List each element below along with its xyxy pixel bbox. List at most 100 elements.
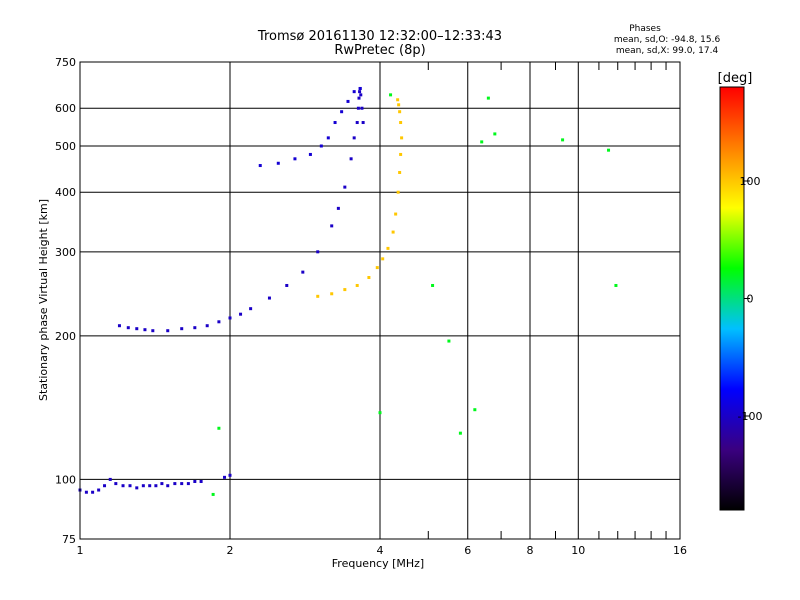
data-point	[239, 312, 243, 316]
y-tick-label: 400	[55, 186, 76, 199]
data-point	[228, 473, 232, 477]
data-point	[352, 136, 356, 140]
y-tick-label: 200	[55, 330, 76, 343]
data-point	[431, 283, 435, 287]
colorbar-label: [deg]	[718, 71, 753, 86]
y-tick-label: 300	[55, 246, 76, 259]
data-point	[367, 276, 371, 280]
colorbar-tick-label: -100	[738, 410, 763, 423]
data-point	[205, 324, 209, 328]
data-point	[400, 136, 404, 140]
data-point	[228, 316, 232, 320]
data-point	[316, 250, 320, 254]
data-point	[349, 157, 353, 161]
data-point	[199, 479, 203, 483]
data-point	[249, 307, 253, 311]
data-point	[154, 484, 158, 488]
data-point	[343, 185, 347, 189]
data-point	[308, 152, 312, 156]
data-point	[355, 283, 359, 287]
stats-x-line: mean, sd,X: 99.0, 17.4	[616, 46, 719, 56]
data-point	[399, 152, 403, 156]
data-point	[166, 484, 170, 488]
y-tick-label: 75	[62, 533, 76, 546]
data-point	[301, 270, 305, 274]
data-point	[267, 296, 271, 300]
y-tick-label: 500	[55, 140, 76, 153]
data-point	[473, 408, 477, 412]
data-point	[398, 170, 402, 174]
data-point	[186, 482, 190, 486]
y-tick-label: 100	[55, 473, 76, 486]
data-point	[108, 477, 112, 481]
data-point	[135, 486, 139, 490]
y-tick-label: 750	[55, 56, 76, 69]
data-point	[346, 99, 350, 103]
x-tick-label: 8	[527, 544, 534, 557]
data-point	[211, 492, 215, 496]
data-point	[121, 484, 125, 488]
data-point	[166, 329, 170, 333]
chart-title: Tromsø 20161130 12:32:00–12:33:43	[257, 29, 502, 44]
data-point	[359, 93, 363, 97]
data-point	[114, 482, 118, 486]
data-point	[180, 482, 184, 486]
y-tick-label: 600	[55, 102, 76, 115]
data-point	[223, 475, 227, 479]
data-point	[326, 136, 330, 140]
x-axis-label: Frequency [MHz]	[332, 557, 424, 570]
data-point	[319, 144, 323, 148]
data-point	[561, 138, 565, 142]
data-point	[193, 479, 197, 483]
data-point	[358, 86, 362, 90]
data-point	[173, 482, 177, 486]
data-point	[389, 93, 393, 97]
data-point	[381, 257, 385, 261]
data-point	[360, 106, 364, 110]
colorbar	[719, 86, 745, 511]
data-point	[447, 339, 451, 343]
data-point	[398, 110, 402, 114]
data-point	[378, 411, 382, 415]
data-point	[358, 90, 362, 94]
data-point	[333, 121, 337, 125]
data-point	[148, 484, 152, 488]
data-point	[151, 329, 155, 333]
data-point	[361, 121, 365, 125]
data-point	[330, 292, 334, 296]
colorbar-tick-label: 0	[747, 293, 754, 306]
x-tick-label: 6	[464, 544, 471, 557]
data-point	[399, 121, 403, 125]
data-point	[128, 484, 132, 488]
scatter-points	[78, 86, 618, 496]
data-point	[126, 326, 130, 330]
data-point	[375, 266, 379, 270]
x-tick-label: 2	[227, 544, 234, 557]
data-point	[103, 484, 107, 488]
data-point	[352, 90, 356, 94]
data-point	[340, 110, 344, 114]
data-point	[91, 490, 95, 494]
colorbar-ticks: 100 0 -100	[738, 175, 763, 423]
data-point	[493, 132, 497, 136]
data-point	[84, 490, 88, 494]
data-point	[486, 96, 490, 100]
data-point	[276, 161, 280, 165]
plot-frame	[79, 61, 681, 540]
y-axis-ticks: 75 100 200 300 400 500 600 750	[55, 56, 76, 546]
x-tick-label: 16	[673, 544, 687, 557]
data-point	[480, 140, 484, 144]
data-point	[397, 103, 401, 107]
x-tick-label: 1	[77, 544, 84, 557]
data-point	[135, 327, 139, 331]
grid-lines	[80, 62, 680, 539]
data-point	[180, 327, 184, 331]
data-point	[141, 484, 145, 488]
data-point	[458, 431, 462, 435]
stats-o-line: mean, sd,O: -94.8, 15.6	[614, 35, 721, 45]
data-point	[330, 224, 334, 228]
data-point	[607, 148, 611, 152]
data-point	[193, 326, 197, 330]
data-point	[355, 121, 359, 125]
